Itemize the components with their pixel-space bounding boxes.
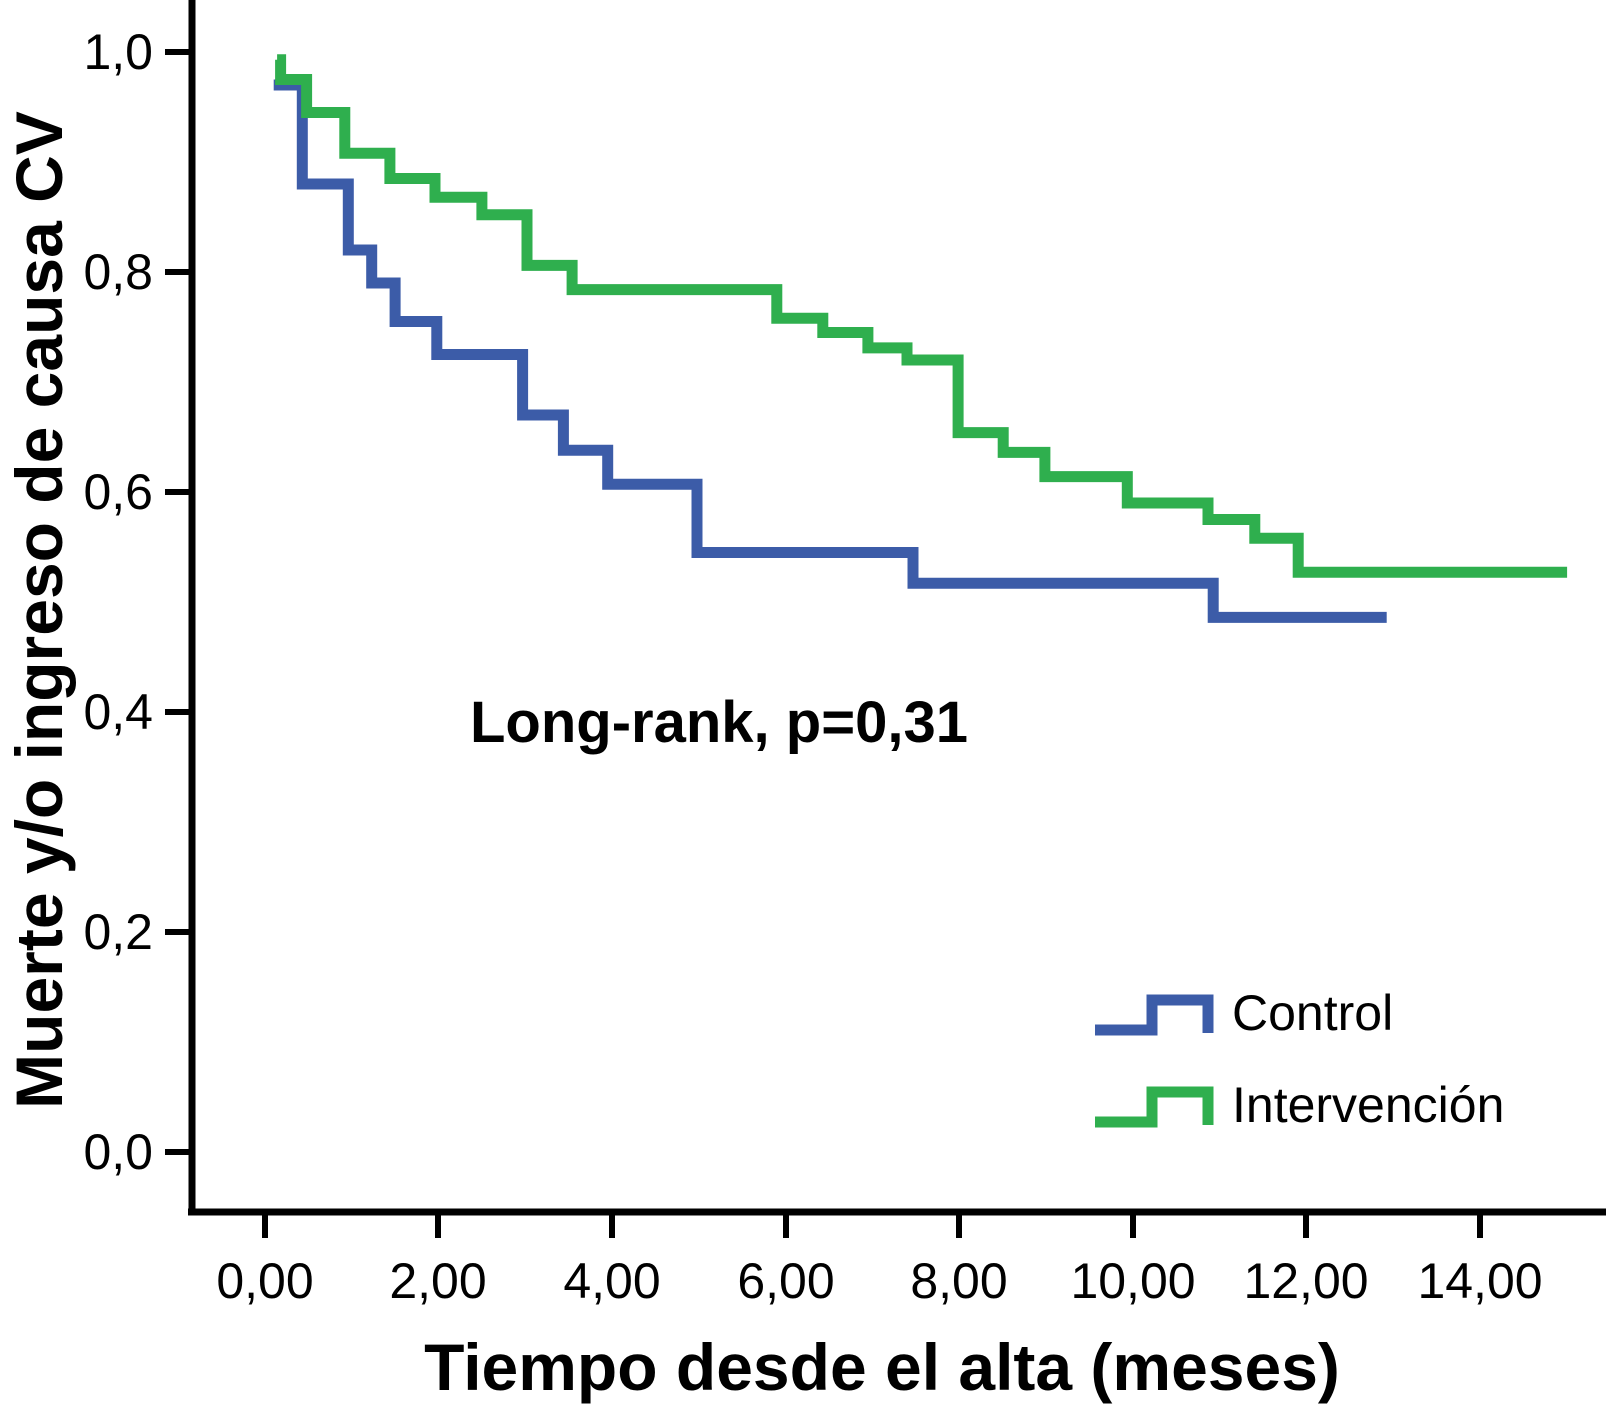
x-ticks <box>262 1212 1483 1238</box>
x-tick-label: 2,00 <box>389 1253 486 1309</box>
y-axis-title: Muerte y/o ingreso de causa CV <box>2 111 76 1109</box>
y-tick-label: 0,2 <box>83 904 153 960</box>
x-tick-label: 10,00 <box>1070 1253 1195 1309</box>
x-tick-label: 14,00 <box>1417 1253 1542 1309</box>
y-tick-label: 0,8 <box>83 244 153 300</box>
legend: Control Intervención <box>1095 985 1504 1133</box>
control-legend-symbol <box>1095 994 1214 1036</box>
x-axis-title: Tiempo desde el alta (meses) <box>424 1330 1340 1404</box>
intervencion-legend-symbol <box>1095 1086 1214 1128</box>
x-tick-label: 0,00 <box>216 1253 313 1309</box>
x-tick-label: 6,00 <box>737 1253 834 1309</box>
intervencion-legend-label: Intervención <box>1232 1077 1504 1133</box>
control-curve <box>273 79 1387 623</box>
log-rank-annotation: Long-rank, p=0,31 <box>470 690 968 755</box>
y-tick-labels: 1,0 0,8 0,6 0,4 0,2 0,0 <box>83 24 153 1180</box>
intervencion-curve <box>275 54 1568 578</box>
y-tick-label: 0,6 <box>83 464 153 520</box>
y-tick-label: 1,0 <box>83 24 153 80</box>
control-legend-label: Control <box>1232 985 1393 1041</box>
x-tick-label: 8,00 <box>910 1253 1007 1309</box>
x-tick-labels: 0,00 2,00 4,00 6,00 8,00 10,00 12,00 14,… <box>216 1253 1542 1309</box>
x-tick-label: 4,00 <box>563 1253 660 1309</box>
y-tick-label: 0,0 <box>83 1124 153 1180</box>
y-tick-label: 0,4 <box>83 684 153 740</box>
y-ticks <box>165 49 192 1155</box>
x-tick-label: 12,00 <box>1243 1253 1368 1309</box>
